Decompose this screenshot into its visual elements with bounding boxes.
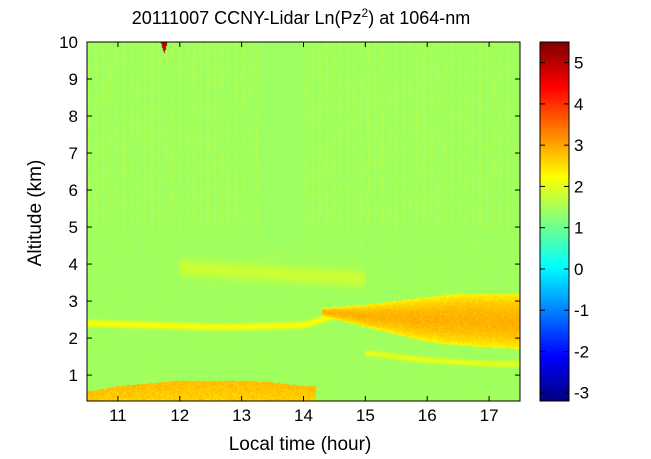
y-axis-label: Altitude (km) bbox=[25, 160, 46, 267]
colorbar-tick-label: 0 bbox=[574, 260, 583, 279]
colorbar-tick-label: -2 bbox=[574, 342, 589, 361]
colorbar-area bbox=[540, 42, 569, 401]
x-tick-label: 13 bbox=[232, 406, 251, 425]
y-axis: 1 2 3 4 5 6 7 8 9 10 bbox=[59, 33, 520, 385]
colorbar-frame bbox=[539, 41, 570, 402]
y-tick-label: 2 bbox=[69, 329, 78, 348]
x-tick-label: 15 bbox=[356, 406, 375, 425]
x-axis: 11 12 13 14 15 16 17 bbox=[109, 42, 499, 425]
y-tick-label: 5 bbox=[69, 218, 78, 237]
heatmap-area bbox=[87, 42, 520, 401]
colorbar-tick-label: 4 bbox=[574, 95, 583, 114]
x-axis-label: Local time (hour) bbox=[229, 434, 372, 455]
y-tick-label: 1 bbox=[69, 366, 78, 385]
heatmap-canvas bbox=[87, 42, 520, 401]
y-tick-label: 9 bbox=[69, 70, 78, 89]
title-superscript: 2 bbox=[362, 6, 369, 20]
x-tick-label: 16 bbox=[418, 406, 437, 425]
y-tick-label: 3 bbox=[69, 292, 78, 311]
y-tick-label: 10 bbox=[59, 33, 78, 52]
colorbar-tick-label: 5 bbox=[574, 54, 583, 73]
colorbar-tick-label: -1 bbox=[574, 301, 589, 320]
x-tick-label: 17 bbox=[480, 406, 499, 425]
chart-title: 20111007 CCNY-Lidar Ln(Pz2) at 1064-nm bbox=[132, 6, 471, 28]
colorbar-tick-label: 1 bbox=[574, 219, 583, 238]
y-tick-label: 8 bbox=[69, 107, 78, 126]
colorbar-canvas bbox=[540, 42, 569, 401]
y-tick-label: 4 bbox=[69, 255, 78, 274]
colorbar-tick-label: 3 bbox=[574, 136, 583, 155]
colorbar-tick-label: 2 bbox=[574, 177, 583, 196]
y-tick-label: 7 bbox=[69, 144, 78, 163]
title-prefix: 20111007 CCNY-Lidar Ln(Pz bbox=[132, 8, 362, 28]
x-tick-label: 14 bbox=[294, 406, 313, 425]
colorbar-axis: -3 -2 -1 0 1 2 3 4 5 bbox=[540, 54, 589, 403]
colorbar-tick-label: -3 bbox=[574, 384, 589, 403]
svg-text:20111007 CCNY-Lidar Ln(Pz2) at: 20111007 CCNY-Lidar Ln(Pz2) at 1064-nm bbox=[132, 6, 471, 28]
y-tick-label: 6 bbox=[69, 181, 78, 200]
x-tick-label: 11 bbox=[109, 406, 127, 425]
x-tick-label: 12 bbox=[170, 406, 189, 425]
title-suffix: ) at 1064-nm bbox=[368, 8, 470, 28]
